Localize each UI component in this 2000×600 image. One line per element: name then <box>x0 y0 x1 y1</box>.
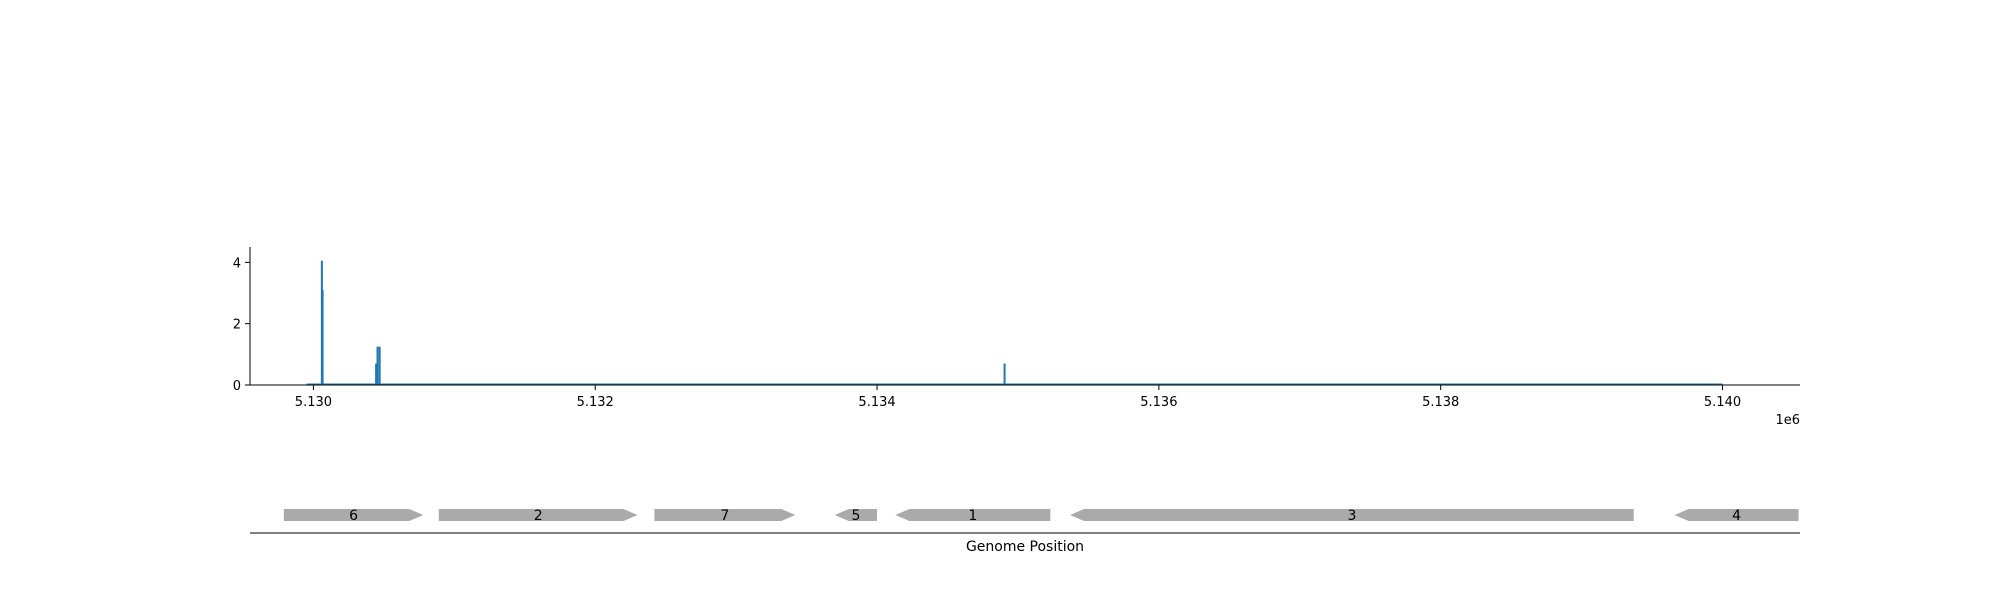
coverage-series <box>306 260 1723 386</box>
coverage-y-ticks: 0 2 4 <box>233 256 250 394</box>
x-tick-label: 5.136 <box>1140 395 1177 410</box>
gene-arrow <box>895 509 1051 521</box>
coverage-plot: 5.130 5.132 5.134 5.136 5.138 5.140 0 2 4 1e6 <box>233 247 1800 428</box>
gene-label: 4 <box>1732 508 1741 524</box>
x-tick-label: 5.140 <box>1704 395 1741 410</box>
gene-label: 5 <box>851 508 860 524</box>
x-tick-label: 5.130 <box>295 395 332 410</box>
gene-track: 6 2 7 5 1 3 4 Genome Position <box>250 508 1800 555</box>
gene-label: 2 <box>534 508 543 524</box>
x-tick-label: 5.132 <box>577 395 614 410</box>
y-tick-label: 0 <box>233 379 241 394</box>
x-offset-label: 1e6 <box>1775 413 1800 428</box>
gene-arrow <box>834 509 878 521</box>
gene-arrow <box>654 509 796 521</box>
gene-features: 6 2 7 5 1 3 4 <box>283 508 1799 524</box>
genome-position-label: Genome Position <box>966 539 1084 555</box>
gene-label: 1 <box>968 508 977 524</box>
gene-arrow <box>1070 509 1634 521</box>
x-tick-label: 5.138 <box>1422 395 1459 410</box>
gene-arrow <box>1674 509 1799 521</box>
gene-label: 3 <box>1347 508 1356 524</box>
gene-label: 7 <box>720 508 729 524</box>
coverage-x-ticks: 5.130 5.132 5.134 5.136 5.138 5.140 <box>295 385 1741 410</box>
gene-arrow <box>438 509 638 521</box>
y-tick-label: 4 <box>233 256 241 271</box>
gene-label: 6 <box>349 508 358 524</box>
y-tick-label: 2 <box>233 318 241 333</box>
x-tick-label: 5.134 <box>858 395 895 410</box>
gene-arrow <box>283 509 424 521</box>
